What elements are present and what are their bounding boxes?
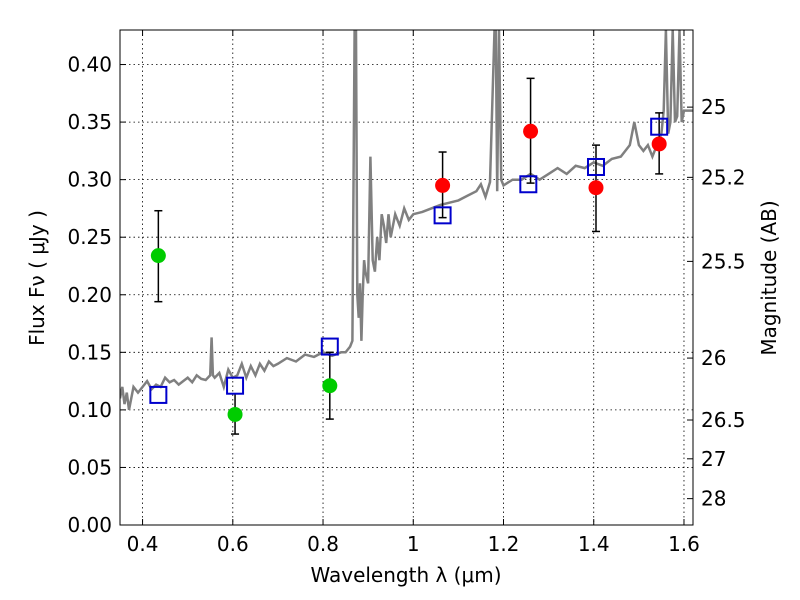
mag-tick-label: 26.5 [701,408,746,432]
observed-point [435,177,451,193]
observed-point [523,123,539,139]
observed-point [651,136,667,152]
y-tick-labels: 0.00 0.05 0.10 0.15 0.20 0.25 0.30 0.35 0.40 [67,53,112,537]
magnitude-tick-labels: 25 25.2 25.5 26 26.5 27 28 [701,95,746,511]
model-square-marker [320,337,339,356]
observed-point [322,378,338,394]
y-tick-label: 0.35 [67,110,112,134]
model-square-marker [650,117,669,136]
y-tick-label: 0.15 [67,340,112,364]
y-tick-label: 0.20 [67,283,112,307]
plot-area [120,30,693,435]
mag-tick-label: 26 [701,346,726,370]
mag-tick-label: 25.2 [701,165,746,189]
y-tick-label: 0.00 [67,513,112,537]
y-axis-label: Flux Fν ( μJy ) [25,210,49,346]
x-axis-label: Wavelength λ (μm) [310,563,501,587]
error-bars [154,77,664,435]
mag-tick-label: 27 [701,447,726,471]
mag-tick-label: 25 [701,95,726,119]
mag-tick-label: 25.5 [701,249,746,273]
model-square-marker [226,376,245,395]
observed-points [150,123,667,422]
plot-frame [119,29,694,526]
model-square-marker [519,175,538,194]
x-tick-label: 1 [407,532,420,556]
axis-ticks [120,30,693,526]
y-tick-label: 0.30 [67,168,112,192]
x-tick-label: 0.4 [127,532,159,556]
observed-point [588,180,604,196]
spectrum-line [120,30,693,411]
y-tick-label: 0.25 [67,225,112,249]
y-tick-label: 0.10 [67,398,112,422]
y-tick-label: 0.40 [67,53,112,77]
right-axis-label: Magnitude (AB) [757,200,781,355]
mag-tick-label: 28 [701,487,726,511]
grid-lines [120,30,693,526]
x-tick-label: 1.2 [488,532,520,556]
x-tick-label: 0.8 [307,532,339,556]
x-tick-label: 1.6 [668,532,700,556]
observed-point [150,248,166,264]
observed-point [227,406,243,422]
x-tick-label: 0.6 [217,532,249,556]
y-tick-label: 0.05 [67,455,112,479]
x-tick-labels: 0.4 0.6 0.8 1 1.2 1.4 1.6 [127,532,700,556]
model-photometry-markers [149,117,669,404]
model-square-marker [433,206,452,225]
model-square-marker [149,385,168,404]
model-square-marker [586,157,605,176]
x-tick-label: 1.4 [578,532,610,556]
